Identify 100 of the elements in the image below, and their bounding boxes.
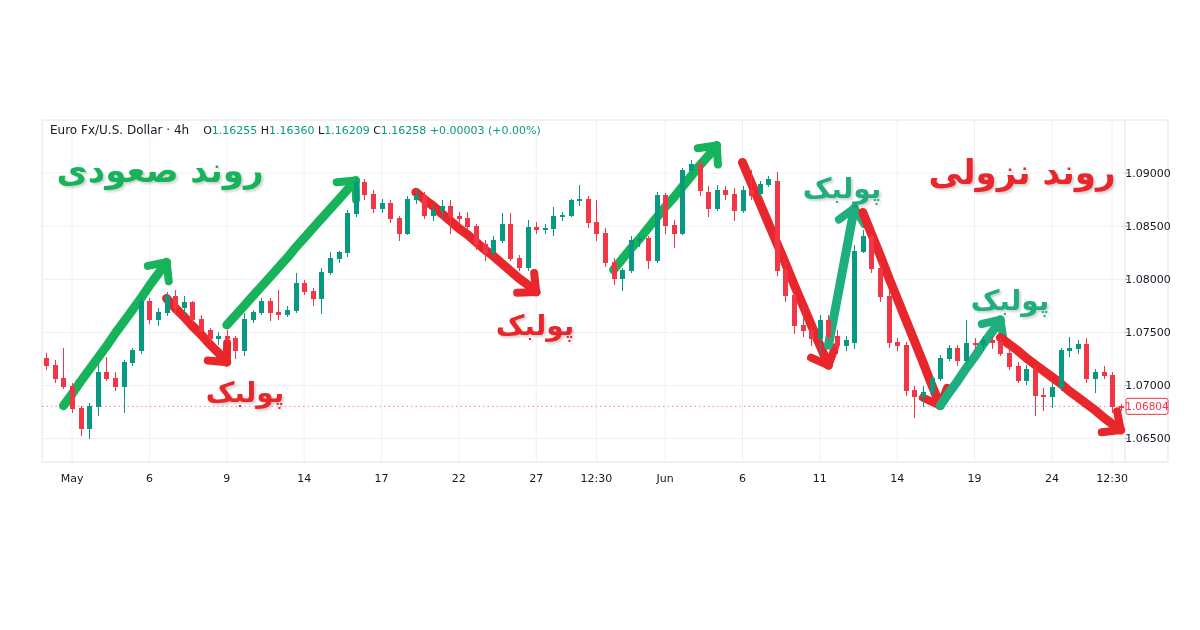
candlestick bbox=[337, 251, 342, 263]
candlestick bbox=[603, 228, 608, 267]
candlestick bbox=[208, 328, 213, 343]
y-tick-label: 1.08000 bbox=[1125, 272, 1171, 286]
candlestick bbox=[758, 181, 763, 197]
candlestick bbox=[586, 196, 591, 228]
candlestick bbox=[955, 345, 960, 366]
candlestick bbox=[723, 186, 728, 200]
candlestick bbox=[629, 236, 634, 273]
x-tick-label: 24 bbox=[1044, 471, 1059, 485]
candlestick bbox=[766, 176, 771, 187]
candlestick bbox=[156, 308, 161, 326]
candlestick bbox=[551, 207, 556, 236]
candlestick bbox=[981, 336, 986, 351]
candlestick bbox=[646, 236, 651, 269]
candlestick bbox=[895, 338, 900, 351]
candlestick bbox=[1024, 365, 1029, 385]
candlestick bbox=[242, 313, 247, 356]
candlestick bbox=[680, 168, 685, 235]
candlestick bbox=[465, 212, 470, 229]
candlestick bbox=[637, 234, 642, 247]
candlestick bbox=[508, 213, 513, 261]
candlestick bbox=[1033, 365, 1038, 416]
candlestick bbox=[732, 188, 737, 221]
candlestick bbox=[371, 190, 376, 213]
candlestick bbox=[878, 262, 883, 302]
candlestick bbox=[1007, 348, 1012, 370]
candlestick bbox=[414, 188, 419, 204]
candlestick bbox=[422, 192, 427, 219]
candlestick bbox=[663, 193, 668, 234]
candlestick bbox=[534, 222, 539, 234]
candlestick bbox=[96, 363, 101, 416]
y-tick-label: 1.09000 bbox=[1125, 166, 1171, 180]
candlestick bbox=[122, 360, 127, 413]
x-tick-label: 12:30 bbox=[1096, 471, 1128, 485]
candlestick bbox=[165, 292, 170, 316]
candlestick bbox=[147, 298, 152, 324]
candlestick bbox=[655, 192, 660, 263]
candlestick bbox=[319, 268, 324, 314]
candlestick bbox=[1102, 366, 1107, 379]
candlestick bbox=[380, 199, 385, 213]
candlestick bbox=[526, 220, 531, 271]
candlestick bbox=[1110, 372, 1115, 413]
x-tick-label: 9 bbox=[223, 471, 231, 485]
x-tick-label: 14 bbox=[890, 471, 905, 485]
chart-subtitle: O1.16255 H1.16360 L1.16209 C1.16258 +0.00003 (+0.00%) bbox=[203, 124, 541, 137]
candlestick bbox=[930, 375, 935, 396]
candlestick bbox=[689, 160, 694, 173]
x-tick-label: 6 bbox=[145, 471, 153, 485]
candlestick bbox=[947, 345, 952, 361]
candlestick bbox=[70, 383, 75, 413]
candlestick bbox=[1093, 369, 1098, 393]
candlestick bbox=[1041, 388, 1046, 411]
x-tick-label: Jun bbox=[655, 471, 674, 485]
candlestick bbox=[302, 280, 307, 295]
candlestick bbox=[61, 348, 66, 389]
annotation: پولبک bbox=[802, 171, 882, 205]
candlestick bbox=[457, 212, 462, 225]
x-tick-label: 19 bbox=[967, 471, 982, 485]
x-tick-label: May bbox=[60, 471, 84, 485]
candlestick bbox=[397, 216, 402, 241]
candlestick bbox=[216, 332, 221, 345]
candlestick bbox=[405, 196, 410, 235]
x-tick-label: 12:30 bbox=[580, 471, 613, 485]
candlestick bbox=[998, 338, 1003, 356]
candlestick bbox=[921, 386, 926, 407]
candlestick bbox=[1067, 337, 1072, 357]
candlestick bbox=[990, 336, 995, 349]
candlestick bbox=[1084, 338, 1089, 383]
candlestick bbox=[388, 200, 393, 223]
x-tick-label: 27 bbox=[529, 471, 544, 485]
candlestick bbox=[1050, 383, 1055, 408]
candlestick bbox=[809, 325, 814, 346]
candlestick bbox=[233, 336, 238, 359]
annotation: پولبک bbox=[205, 375, 285, 409]
chart-title: Euro Fx/U.S. Dollar · 4h bbox=[50, 123, 190, 137]
candlestick bbox=[869, 234, 874, 273]
candlestick bbox=[749, 170, 754, 200]
annotation: پولبک bbox=[495, 308, 575, 342]
candlestick bbox=[139, 297, 144, 354]
candlestick bbox=[775, 172, 780, 276]
candlestick bbox=[706, 186, 711, 217]
candlestick bbox=[698, 160, 703, 196]
candlestick bbox=[173, 290, 178, 313]
candlestick bbox=[79, 406, 84, 436]
candlestick bbox=[113, 372, 118, 391]
x-tick-label: 22 bbox=[451, 471, 466, 485]
candlestick bbox=[741, 186, 746, 213]
candlestick bbox=[852, 245, 857, 349]
candlestick bbox=[887, 290, 892, 348]
candlestick bbox=[328, 252, 333, 275]
candlestick bbox=[268, 298, 273, 321]
candlestick bbox=[130, 348, 135, 366]
candlestick bbox=[474, 224, 479, 250]
annotation: روند نزولی bbox=[928, 152, 1116, 193]
candlestick bbox=[818, 315, 823, 354]
candlestick bbox=[225, 330, 230, 343]
candlestick bbox=[431, 205, 436, 221]
candlestick bbox=[594, 200, 599, 241]
candlestick bbox=[483, 240, 488, 261]
